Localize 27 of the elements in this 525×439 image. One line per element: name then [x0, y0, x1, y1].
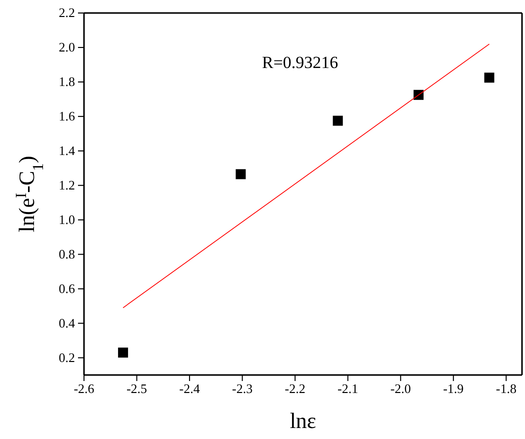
x-tick-label: -2.0	[390, 381, 411, 396]
y-tick-label: 1.2	[58, 178, 75, 193]
x-tick-label: -1.8	[496, 381, 516, 396]
point	[332, 116, 343, 126]
x-axis-title: lnε	[290, 408, 316, 433]
y-tick-label: 0.6	[58, 280, 76, 296]
x-tick-label: -2.5	[126, 381, 148, 396]
y-tick-label: 1.0	[58, 212, 75, 228]
y-tick-label: 2.2	[58, 5, 75, 20]
x-tick-label: -2.3	[232, 381, 253, 396]
point	[118, 348, 128, 358]
point	[414, 90, 424, 100]
x-tick-label: -1.9	[443, 381, 464, 396]
y-tick-label: 1.8	[58, 74, 75, 90]
x-tick-label: -2.6	[74, 381, 95, 396]
y-tick-label: 0.8	[58, 246, 75, 262]
x-tick-label: -2.1	[338, 381, 358, 396]
x-tick-label: -2.2	[284, 381, 306, 396]
y-tick-label: 0.4	[58, 315, 76, 330]
y-tick-label: 0.2	[58, 350, 75, 365]
annotation: R=0.93216	[262, 53, 338, 72]
x-tick-label: -2.4	[179, 381, 200, 396]
point	[236, 169, 246, 180]
y-tick-label: 2.0	[58, 40, 75, 55]
y-tick-label: 1.4	[58, 143, 76, 158]
point	[484, 72, 494, 83]
y-tick-label: 1.6	[58, 108, 76, 124]
